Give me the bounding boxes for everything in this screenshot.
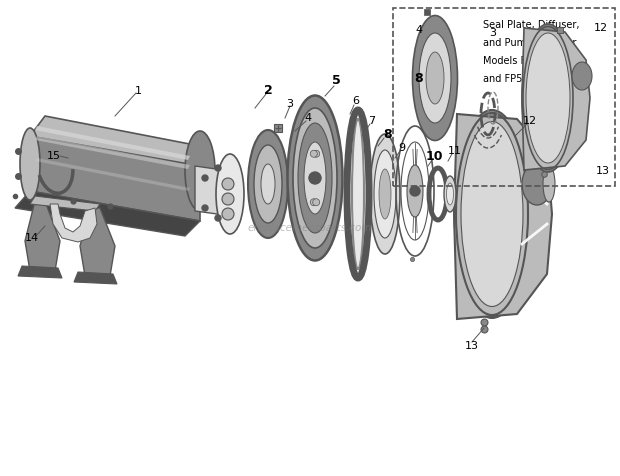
Ellipse shape (419, 33, 451, 123)
Ellipse shape (20, 128, 40, 200)
Circle shape (222, 208, 234, 220)
Text: 11: 11 (448, 146, 462, 156)
Ellipse shape (526, 33, 570, 163)
Text: 12: 12 (594, 23, 608, 33)
Ellipse shape (426, 52, 444, 104)
Ellipse shape (298, 123, 332, 233)
Circle shape (215, 165, 221, 171)
Ellipse shape (261, 164, 275, 204)
Ellipse shape (444, 176, 456, 212)
Polygon shape (50, 204, 97, 242)
Text: 13: 13 (465, 341, 479, 351)
Ellipse shape (254, 145, 282, 223)
Ellipse shape (412, 16, 458, 140)
Circle shape (309, 175, 316, 181)
Bar (393, 8, 615, 186)
Text: 10: 10 (425, 149, 443, 162)
Ellipse shape (185, 131, 215, 211)
Ellipse shape (522, 163, 552, 205)
Circle shape (410, 186, 420, 196)
Polygon shape (30, 196, 100, 211)
Circle shape (314, 175, 321, 181)
Ellipse shape (407, 165, 423, 217)
Ellipse shape (461, 121, 523, 307)
Ellipse shape (572, 62, 592, 90)
Text: 4: 4 (304, 113, 312, 123)
Polygon shape (454, 114, 552, 319)
Text: 6: 6 (353, 96, 360, 106)
Text: 12: 12 (523, 116, 537, 126)
Polygon shape (35, 136, 190, 169)
Circle shape (222, 193, 234, 205)
Circle shape (310, 150, 317, 157)
Polygon shape (80, 208, 115, 280)
Polygon shape (74, 272, 117, 284)
Circle shape (202, 175, 208, 181)
Text: 8: 8 (384, 128, 392, 140)
Text: 9: 9 (399, 143, 405, 153)
Polygon shape (25, 201, 60, 276)
Polygon shape (30, 136, 200, 221)
Circle shape (222, 178, 234, 190)
Text: 13: 13 (596, 166, 610, 176)
Ellipse shape (370, 134, 400, 254)
Ellipse shape (352, 119, 364, 269)
Text: 4: 4 (415, 25, 423, 35)
Ellipse shape (454, 110, 529, 318)
Text: 3: 3 (286, 99, 293, 109)
Text: and FP5182-08C: and FP5182-08C (483, 74, 564, 84)
Ellipse shape (379, 169, 391, 219)
Text: 2: 2 (264, 83, 272, 97)
Text: 14: 14 (25, 233, 39, 243)
Ellipse shape (216, 154, 244, 234)
Polygon shape (195, 166, 232, 216)
Ellipse shape (304, 142, 326, 214)
Circle shape (312, 199, 320, 206)
Text: 1: 1 (135, 86, 141, 96)
Ellipse shape (522, 24, 574, 172)
Circle shape (310, 199, 317, 206)
Text: 7: 7 (368, 116, 376, 126)
Circle shape (309, 172, 321, 184)
Text: Models FP5182-08: Models FP5182-08 (483, 56, 573, 66)
Polygon shape (18, 266, 62, 278)
Polygon shape (522, 28, 590, 170)
Ellipse shape (543, 166, 555, 202)
Text: ereplacementparts.com: ereplacementparts.com (248, 223, 372, 233)
Text: 8: 8 (415, 71, 423, 85)
Text: 15: 15 (47, 151, 61, 161)
Text: 5: 5 (332, 75, 340, 88)
Text: Seal Plate, Diffuser,: Seal Plate, Diffuser, (483, 20, 580, 30)
Circle shape (312, 150, 320, 157)
Ellipse shape (293, 108, 337, 248)
Ellipse shape (288, 96, 342, 260)
Polygon shape (35, 158, 190, 191)
Ellipse shape (248, 130, 288, 238)
Text: and Pump Body for: and Pump Body for (483, 38, 577, 48)
Polygon shape (35, 126, 190, 160)
Circle shape (215, 215, 221, 221)
Circle shape (202, 205, 208, 211)
Ellipse shape (446, 183, 453, 205)
Ellipse shape (374, 150, 396, 238)
Polygon shape (15, 191, 200, 236)
Text: 3: 3 (490, 28, 497, 38)
Polygon shape (30, 116, 200, 166)
